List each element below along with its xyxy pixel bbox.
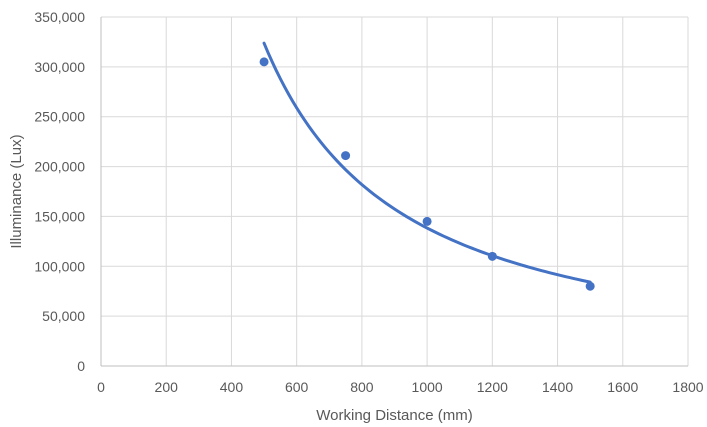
x-tick-label: 1800 <box>672 379 703 395</box>
data-point <box>259 57 269 67</box>
y-tick-label: 150,000 <box>34 208 85 224</box>
data-points <box>259 57 595 291</box>
x-tick-label: 1200 <box>477 379 508 395</box>
data-point <box>585 281 595 291</box>
x-tick-label: 400 <box>220 379 244 395</box>
y-tick-label: 100,000 <box>34 258 85 274</box>
grid <box>101 16 689 366</box>
x-tick-label: 600 <box>285 379 309 395</box>
x-tick-label: 0 <box>97 379 105 395</box>
y-tick-label: 250,000 <box>34 109 85 125</box>
y-tick-label: 50,000 <box>42 308 85 324</box>
x-tick-labels: 0 200 400 600 800 1000 1200 1400 1600 1800 <box>97 379 704 395</box>
data-point <box>422 216 432 226</box>
y-tick-label: 300,000 <box>34 59 85 75</box>
trendline-layer <box>262 41 592 284</box>
y-tick-label: 200,000 <box>34 159 85 175</box>
data-point <box>487 251 497 261</box>
x-tick-label: 1400 <box>542 379 573 395</box>
x-tick-label: 1600 <box>607 379 638 395</box>
y-tick-label: 0 <box>77 358 85 374</box>
y-tick-label: 350,000 <box>34 9 85 25</box>
axes <box>100 17 688 367</box>
y-tick-labels: 0 50,000 100,000 150,000 200,000 250,000 300,0… <box>34 9 85 374</box>
power-trendline <box>262 41 592 284</box>
x-axis-title: Working Distance (mm) <box>316 407 472 424</box>
y-axis-title: Illuminance (Lux) <box>8 134 25 248</box>
x-tick-label: 800 <box>350 379 374 395</box>
x-tick-label: 200 <box>155 379 179 395</box>
data-point <box>341 151 351 161</box>
x-tick-label: 1000 <box>412 379 443 395</box>
